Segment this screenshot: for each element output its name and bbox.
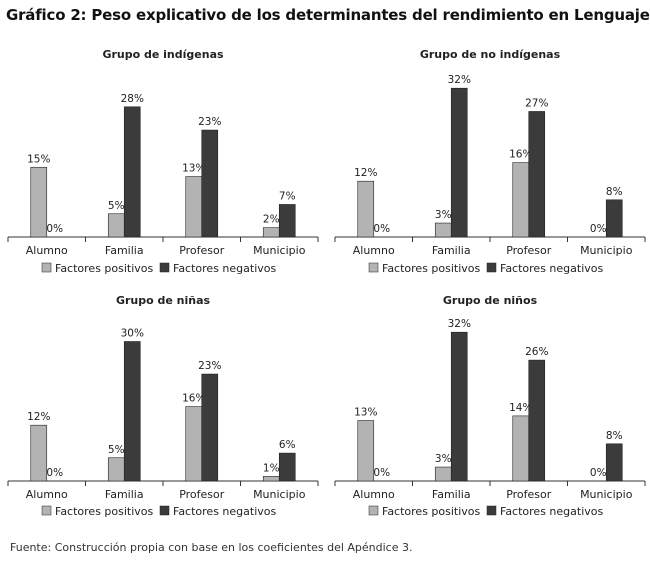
data-label: 28% bbox=[121, 93, 144, 105]
legend-item-positive-swatch bbox=[41, 505, 52, 516]
figure-title: Gráfico 2: Peso explicativo de los deter… bbox=[6, 6, 650, 24]
bar-positive bbox=[357, 420, 375, 482]
data-label: 12% bbox=[354, 167, 377, 179]
data-label: 0% bbox=[373, 467, 390, 479]
category-label: Profesor bbox=[179, 244, 225, 257]
legend-item-negative-swatch bbox=[159, 262, 170, 273]
legend-item-positive-swatch bbox=[368, 505, 379, 516]
bar-positive bbox=[262, 227, 280, 238]
category-label: Alumno bbox=[353, 244, 395, 257]
legend-item-negative-swatch bbox=[159, 505, 170, 516]
bar-negative bbox=[278, 204, 296, 238]
bar-positive bbox=[30, 424, 48, 482]
data-label: 15% bbox=[27, 153, 50, 165]
bar-negative bbox=[450, 331, 468, 482]
data-label: 5% bbox=[108, 200, 125, 212]
legend-item-positive-swatch bbox=[368, 262, 379, 273]
bar-negative bbox=[528, 359, 546, 482]
bar-negative bbox=[605, 199, 623, 238]
bar-positive bbox=[434, 222, 452, 238]
category-label: Alumno bbox=[26, 488, 68, 501]
bar-negative bbox=[201, 373, 219, 482]
legend-item-positive-label: Factores positivos bbox=[55, 505, 154, 518]
category-label: Municipio bbox=[580, 488, 633, 501]
data-label: 8% bbox=[606, 186, 623, 198]
category-label: Municipio bbox=[253, 244, 306, 257]
category-label: Profesor bbox=[506, 244, 552, 257]
bar-positive bbox=[262, 476, 280, 482]
category-label: Alumno bbox=[353, 488, 395, 501]
category-label: Familia bbox=[105, 244, 144, 257]
legend-item-negative-label: Factores negativos bbox=[500, 262, 603, 275]
data-label: 30% bbox=[121, 328, 144, 340]
bar-negative bbox=[605, 443, 623, 482]
legend-item-positive-swatch bbox=[41, 262, 52, 273]
category-label: Municipio bbox=[580, 244, 633, 257]
data-label: 0% bbox=[590, 223, 607, 235]
legend-item-negative-swatch bbox=[486, 505, 497, 516]
bar-positive bbox=[185, 176, 203, 238]
data-label: 3% bbox=[435, 453, 452, 465]
data-label: 6% bbox=[279, 439, 296, 451]
data-label: 32% bbox=[448, 74, 471, 86]
legend-item-negative-label: Factores negativos bbox=[173, 262, 276, 275]
data-label: 8% bbox=[606, 430, 623, 442]
data-label: 2% bbox=[263, 214, 280, 226]
category-label: Municipio bbox=[253, 488, 306, 501]
legend-item-negative-label: Factores negativos bbox=[500, 505, 603, 518]
category-label: Familia bbox=[432, 488, 471, 501]
bar-positive bbox=[107, 457, 125, 482]
bar-negative bbox=[123, 341, 141, 482]
category-label: Profesor bbox=[179, 488, 225, 501]
data-label: 0% bbox=[373, 223, 390, 235]
legend-item-negative-label: Factores negativos bbox=[173, 505, 276, 518]
data-label: 0% bbox=[46, 467, 63, 479]
bar-negative bbox=[528, 111, 546, 238]
data-label: 13% bbox=[354, 407, 377, 419]
bar-positive bbox=[30, 166, 48, 238]
bar-positive bbox=[185, 406, 203, 482]
chart-title: Grupo de indígenas bbox=[102, 48, 224, 61]
category-label: Profesor bbox=[506, 488, 552, 501]
source-note: Fuente: Construcción propia con base en … bbox=[10, 541, 413, 554]
data-label: 1% bbox=[263, 462, 280, 474]
legend-item-positive-label: Factores positivos bbox=[55, 262, 154, 275]
chart-title: Grupo de no indígenas bbox=[420, 48, 561, 61]
data-label: 13% bbox=[182, 163, 205, 175]
bar-positive bbox=[512, 415, 530, 482]
category-label: Familia bbox=[432, 244, 471, 257]
bar-positive bbox=[512, 162, 530, 238]
data-label: 14% bbox=[509, 402, 532, 414]
data-label: 16% bbox=[182, 393, 205, 405]
bar-negative bbox=[450, 87, 468, 238]
data-label: 0% bbox=[590, 467, 607, 479]
bar-positive bbox=[434, 466, 452, 482]
bar-positive bbox=[107, 213, 125, 238]
data-label: 3% bbox=[435, 209, 452, 221]
bar-positive bbox=[357, 180, 375, 238]
category-label: Familia bbox=[105, 488, 144, 501]
data-label: 0% bbox=[46, 223, 63, 235]
data-label: 26% bbox=[525, 346, 548, 358]
data-label: 16% bbox=[509, 149, 532, 161]
data-label: 23% bbox=[198, 360, 221, 372]
chart-title: Grupo de niños bbox=[443, 294, 538, 307]
legend-item-negative-swatch bbox=[486, 262, 497, 273]
legend-item-positive-label: Factores positivos bbox=[382, 505, 481, 518]
bar-negative bbox=[123, 106, 141, 238]
data-label: 32% bbox=[448, 318, 471, 330]
data-label: 23% bbox=[198, 116, 221, 128]
category-label: Alumno bbox=[26, 244, 68, 257]
legend-item-positive-label: Factores positivos bbox=[382, 262, 481, 275]
data-label: 27% bbox=[525, 97, 548, 109]
data-label: 12% bbox=[27, 411, 50, 423]
bar-negative bbox=[278, 452, 296, 482]
chart-title: Grupo de niñas bbox=[116, 294, 211, 307]
data-label: 7% bbox=[279, 190, 296, 202]
data-label: 5% bbox=[108, 444, 125, 456]
bar-negative bbox=[201, 129, 219, 238]
